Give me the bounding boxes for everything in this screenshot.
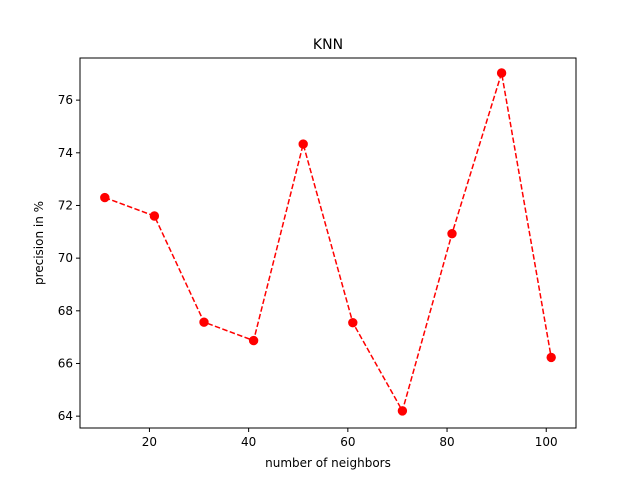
y-tick-label: 74 (58, 146, 73, 160)
y-tick-label: 68 (58, 304, 73, 318)
data-point (496, 68, 507, 78)
y-tick-label: 70 (58, 251, 73, 265)
x-tick-label: 20 (142, 435, 157, 449)
data-point (248, 335, 259, 346)
series-layer (100, 68, 556, 416)
chart-title: KNN (313, 37, 343, 53)
data-point (348, 317, 358, 328)
y-tick-label: 72 (58, 198, 73, 212)
data-point (149, 211, 160, 221)
data-point (546, 352, 556, 363)
y-tick-label: 76 (58, 93, 73, 107)
x-tick-label: 60 (340, 435, 355, 449)
plot-frame (79, 57, 577, 429)
x-axis-label: number of neighbors (265, 456, 391, 470)
y-tick-label: 66 (58, 356, 73, 370)
data-point (100, 192, 110, 203)
x-tick-label: 100 (535, 435, 558, 449)
ticks-layer: 20 40 60 80 100 64 66 68 70 72 74 76 (58, 93, 558, 449)
plot-area (80, 58, 576, 428)
y-tick-label: 64 (58, 409, 73, 423)
series-line (104, 72, 552, 413)
x-tick-label: 80 (439, 435, 454, 449)
x-tick-label: 40 (241, 435, 256, 449)
data-point (298, 139, 308, 149)
data-point (447, 228, 457, 239)
y-axis-label: precision in % (32, 201, 46, 285)
data-point (199, 317, 209, 327)
data-point (397, 406, 408, 416)
